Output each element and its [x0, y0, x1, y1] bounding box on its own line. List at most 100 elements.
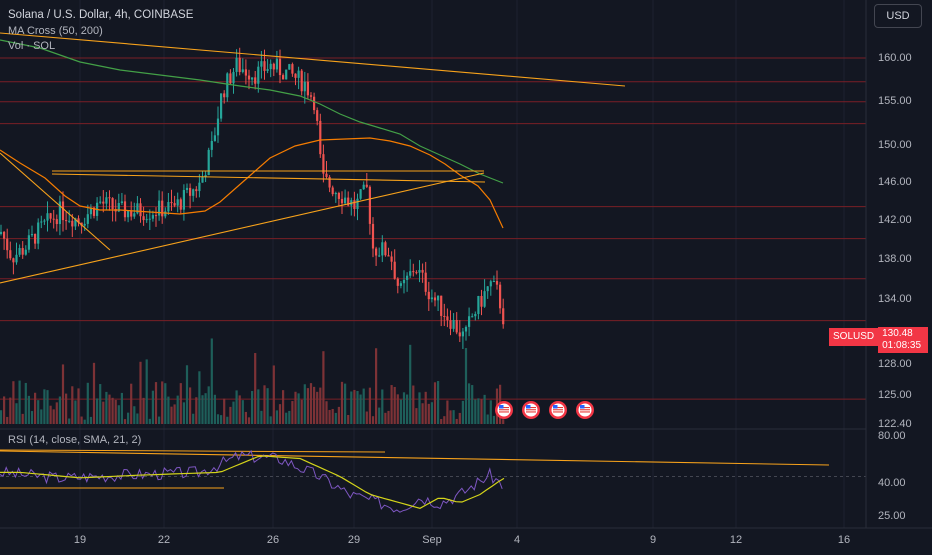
flag-stripe	[499, 409, 509, 411]
candle-body	[458, 332, 461, 337]
chart-title: Solana / U.S. Dollar, 4h, COINBASE	[8, 9, 194, 21]
time-tick-label: 29	[348, 534, 360, 546]
volume-bar	[468, 383, 471, 424]
volume-bar	[415, 408, 418, 424]
price-tag-symbol: SOLUSD	[829, 328, 879, 346]
ma-cross-label[interactable]: MA Cross (50, 200)	[8, 25, 103, 37]
candle-body	[474, 313, 477, 317]
volume-bar	[123, 419, 127, 424]
volume-label[interactable]: Vol · SOL	[8, 40, 56, 52]
rsi-trendline[interactable]	[0, 449, 386, 453]
rsi-tick-label: 25.00	[878, 510, 906, 522]
volume-bar	[130, 383, 133, 424]
candle-body	[30, 233, 34, 236]
volume-bar	[49, 405, 52, 424]
candle-body	[381, 242, 384, 256]
volume-bar	[344, 383, 347, 424]
candle-body	[65, 220, 68, 222]
candle-body	[12, 258, 15, 263]
volume-bar	[452, 410, 455, 424]
volume-bar	[356, 390, 359, 424]
volume-bar	[461, 400, 464, 424]
candle-body	[105, 197, 108, 204]
volume-bar	[195, 397, 198, 424]
trendline[interactable]	[51, 173, 486, 183]
candle-body	[396, 278, 399, 286]
volume-bar	[316, 391, 319, 424]
volume-bar	[223, 398, 226, 424]
candle-body	[260, 61, 263, 67]
trendline[interactable]	[0, 32, 626, 87]
volume-bar	[449, 410, 452, 424]
volume-bar	[105, 391, 108, 424]
volume-bar	[192, 413, 195, 424]
candle-body	[393, 261, 396, 279]
volume-bar	[201, 395, 204, 424]
volume-bar	[77, 388, 80, 424]
volume-bar	[443, 416, 446, 424]
trendline[interactable]	[0, 152, 111, 251]
candle-body	[464, 326, 468, 332]
volume-bar	[229, 406, 232, 424]
volume-bar	[458, 412, 461, 424]
flag-stripe	[499, 411, 509, 413]
volume-bar	[40, 409, 43, 424]
volume-bar	[474, 399, 477, 424]
candle-body	[455, 319, 458, 333]
candle-body	[437, 295, 440, 301]
rsi-line	[0, 449, 503, 513]
candle-body	[235, 57, 238, 72]
currency-button[interactable]: USD	[874, 4, 922, 28]
candle-body	[452, 319, 455, 329]
candle-body	[77, 218, 80, 223]
volume-bar	[322, 351, 325, 424]
volume-bar	[409, 344, 412, 424]
volume-bar	[120, 392, 123, 424]
candle-body	[189, 187, 192, 196]
price-tick-label: 122.40	[878, 418, 912, 430]
volume-bar	[71, 386, 74, 424]
candle-body	[170, 202, 173, 204]
candle-body	[325, 173, 328, 177]
candle-body	[158, 200, 161, 216]
candle-body	[306, 81, 309, 96]
candle-body	[3, 231, 6, 239]
candle-body	[71, 220, 74, 227]
candle-body	[201, 176, 204, 183]
candle-body	[362, 184, 365, 190]
candle-body	[328, 176, 331, 188]
rsi-label[interactable]: RSI (14, close, SMA, 21, 2)	[8, 434, 142, 446]
volume-bar	[235, 390, 238, 424]
volume-bar	[170, 406, 173, 424]
volume-bar	[96, 398, 99, 424]
volume-bar	[297, 393, 300, 424]
volume-bar	[164, 383, 167, 424]
volume-bar	[359, 394, 362, 424]
volume-bar	[455, 418, 458, 424]
volume-bar	[437, 381, 440, 424]
candle-body	[151, 215, 154, 219]
price-tag-price: 130.48	[882, 328, 913, 339]
volume-bar	[337, 406, 340, 424]
candle-body	[446, 316, 449, 321]
volume-bar	[210, 338, 213, 424]
volume-bar	[182, 402, 185, 424]
candle-body	[254, 77, 257, 84]
volume-bar	[353, 389, 356, 424]
trendline[interactable]	[0, 172, 485, 284]
candle-body	[9, 250, 12, 259]
candle-body	[486, 286, 489, 292]
candle-body	[241, 69, 244, 73]
volume-bar	[176, 395, 179, 424]
volume-bar	[427, 403, 430, 424]
candle-body	[182, 190, 185, 210]
ma200-line	[0, 39, 504, 184]
volume-bar	[127, 412, 130, 424]
volume-bar	[251, 391, 254, 424]
rsi-tick-label: 80.00	[878, 430, 906, 442]
price-tick-label: 150.00	[878, 139, 912, 151]
rsi-trendline[interactable]	[0, 450, 830, 466]
volume-bar	[291, 401, 294, 424]
volume-bar	[486, 414, 489, 424]
